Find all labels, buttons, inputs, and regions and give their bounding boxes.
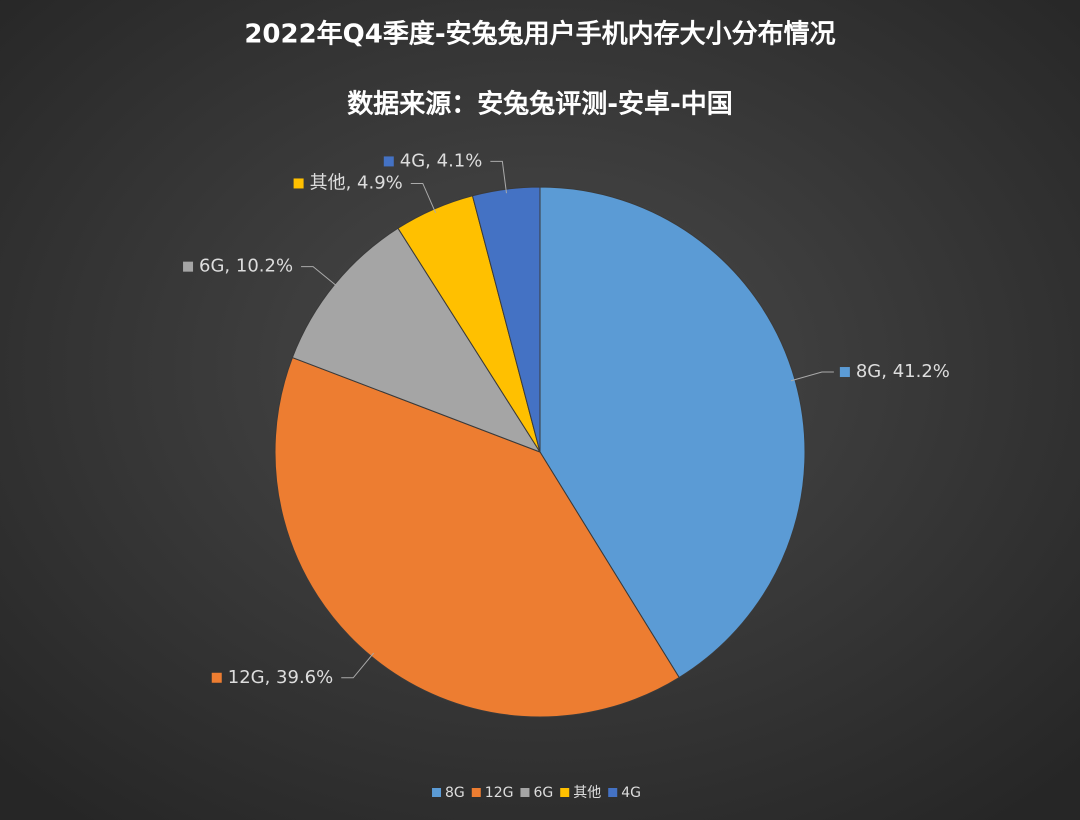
legend-label: 6G <box>533 785 553 801</box>
leader-line <box>410 182 437 213</box>
label-key <box>839 367 850 378</box>
data-label: 12G, 39.6% <box>228 667 333 688</box>
legend-swatch <box>471 788 481 797</box>
leader-line <box>301 266 339 288</box>
data-label: 8G, 41.2% <box>856 361 950 382</box>
legend-label: 8G <box>445 785 465 801</box>
legend-swatch <box>520 788 530 797</box>
chart-subtitle: 数据来源：安兔兔评测-安卓-中国 <box>347 90 733 120</box>
leader-line <box>341 652 375 679</box>
label-key <box>211 672 222 683</box>
legend-label: 12G <box>485 785 514 801</box>
chart-title: 2022年Q4季度-安兔兔用户手机内存大小分布情况 <box>244 19 835 50</box>
label-key <box>183 261 194 272</box>
data-label: 6G, 10.2% <box>199 256 293 277</box>
legend-swatch <box>432 788 442 797</box>
legend-label: 4G <box>621 785 641 801</box>
legend-swatch <box>608 788 618 797</box>
label-key <box>383 156 394 167</box>
data-label: 4G, 4.1% <box>400 150 483 171</box>
legend-swatch <box>560 788 570 797</box>
data-label: 其他, 4.9% <box>310 172 403 193</box>
legend-label: 其他 <box>573 785 601 801</box>
label-key <box>293 178 304 189</box>
leader-line <box>790 371 834 382</box>
leader-line <box>490 160 507 194</box>
